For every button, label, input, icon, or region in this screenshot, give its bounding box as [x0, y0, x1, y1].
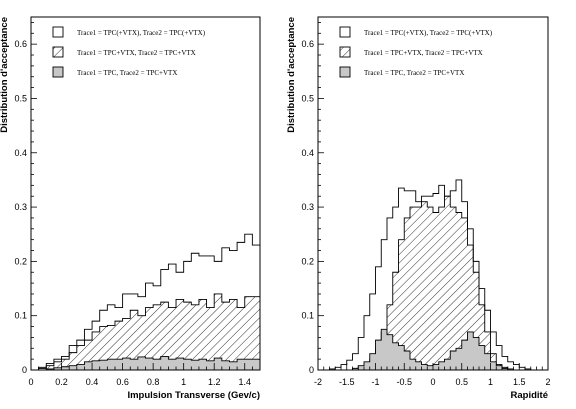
left-x-tick-label: 0	[28, 377, 33, 387]
right-x-tick-label: -1	[371, 377, 379, 387]
right-y-axis-title: Distribution d'acceptance	[286, 17, 297, 133]
left-x-tick-label: 0.2	[55, 377, 68, 387]
left-y-tick-label: 0.6	[14, 39, 27, 49]
right-y-tick-label: 0.2	[301, 256, 314, 266]
right-legend-label: Trace1 = TPC+VTX, Trace2 = TPC+VTX	[364, 49, 483, 57]
left-legend-swatch-gray	[52, 66, 64, 78]
left-legend-label: Trace1 = TPC(+VTX), Trace2 = TPC(+VTX)	[77, 29, 206, 37]
right-x-tick-label: -2	[314, 377, 322, 387]
left-legend-label: Trace1 = TPC, Trace2 = TPC+VTX	[77, 69, 177, 77]
left-x-tick-label: 1.2	[208, 377, 221, 387]
right-y-tick-label: 0.6	[301, 39, 314, 49]
left-y-tick-label: 0.3	[14, 202, 27, 212]
left-panel: 0 0.1 0.2 0.3 0.4 0.5 0.6 0 0.2 0.4 0.6 0.8 1 1.2 1.4 I…	[0, 16, 261, 401]
right-x-tick-label: 1	[488, 377, 493, 387]
right-legend-swatch-gray	[339, 66, 351, 78]
left-histogram-gray	[31, 355, 261, 371]
right-x-tick-label: -0.5	[396, 377, 412, 387]
left-x-tick-label: 0.6	[116, 377, 129, 387]
right-legend-label: Trace1 = TPC(+VTX), Trace2 = TPC(+VTX)	[364, 29, 493, 37]
left-x-tick-label: 0.8	[147, 377, 160, 387]
left-legend-swatch-open	[52, 26, 64, 38]
right-legend-swatch-hatched	[339, 46, 351, 58]
right-y-tick-label: 0.4	[301, 148, 314, 158]
right-x-tick-label: 0.5	[455, 377, 468, 387]
left-legend-swatch-hatched	[52, 46, 64, 58]
right-y-tick-label: 0	[309, 365, 314, 375]
left-y-tick-label: 0.5	[14, 93, 27, 103]
left-x-tick-label: 1.4	[238, 377, 251, 387]
right-legend-swatch-open	[339, 26, 351, 38]
right-legend-label: Trace1 = TPC, Trace2 = TPC+VTX	[364, 69, 464, 77]
left-x-axis-title: Impulsion Transverse (Gev/c)	[127, 390, 260, 401]
left-y-axis-title: Distribution d'acceptance	[0, 17, 10, 133]
left-x-tick-label: 0.4	[86, 377, 99, 387]
right-panel: 0 0.1 0.2 0.3 0.4 0.5 0.6 -2 -1.5 -1 -0.5 0 0.5 1 1.5 2…	[286, 16, 551, 401]
left-y-tick-label: 0	[22, 365, 27, 375]
left-x-tick-label: 1	[181, 377, 186, 387]
right-y-tick-label: 0.1	[301, 311, 314, 321]
right-x-tick-label: 1.5	[513, 377, 526, 387]
left-legend-label: Trace1 = TPC+VTX, Trace2 = TPC+VTX	[77, 49, 196, 57]
left-y-tick-label: 0.4	[14, 148, 27, 158]
right-y-tick-label: 0.5	[301, 93, 314, 103]
left-histogram-hatched	[31, 293, 261, 371]
right-x-tick-label: 0	[430, 377, 435, 387]
left-y-tick-label: 0.2	[14, 256, 27, 266]
right-x-axis-title: Rapidité	[511, 390, 548, 401]
right-x-tick-label: 2	[545, 377, 550, 387]
left-y-tick-label: 0.1	[14, 311, 27, 321]
right-x-tick-label: -1.5	[339, 377, 355, 387]
right-y-tick-label: 0.3	[301, 202, 314, 212]
